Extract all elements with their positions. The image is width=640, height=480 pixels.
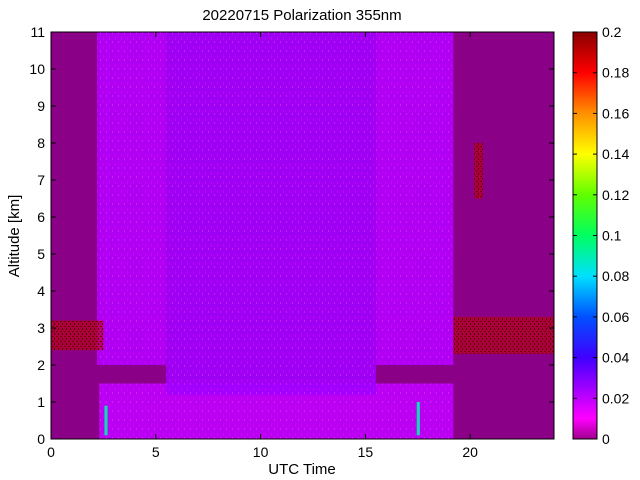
y-tick-label: 7: [37, 172, 45, 188]
colorbar: 0 0.02 0.04 0.06 0.08 0.1 0.12 0.14 0.16 0.18 0.2: [572, 24, 629, 447]
colorbar-tick-label: 0.18: [602, 65, 629, 81]
colorbar-tick-label: 0.12: [602, 187, 629, 203]
y-tick-label: 3: [37, 320, 45, 336]
colorbar-tick-label: 0.08: [602, 268, 629, 284]
x-axis-label: UTC Time: [268, 461, 336, 478]
colorbar-tick-label: 0.2: [602, 24, 622, 40]
y-tick-label: 4: [37, 283, 45, 299]
x-tick-label: 5: [152, 444, 160, 460]
colorbar-tick-label: 0: [602, 431, 610, 447]
x-axis: 0 5 10 15 20: [47, 32, 478, 460]
heatmap-texture: [97, 32, 167, 365]
chart-title: 20220715 Polarization 355nm: [202, 7, 401, 24]
x-tick-label: 0: [47, 444, 55, 460]
colorbar-tick-label: 0.16: [602, 105, 629, 121]
plot-frame: [50, 31, 555, 440]
y-tick-label: 2: [37, 357, 45, 373]
x-tick-label: 15: [358, 444, 374, 460]
x-tick-label: 10: [253, 444, 269, 460]
y-tick-label: 1: [37, 394, 45, 410]
colorbar-tick-label: 0.04: [602, 350, 629, 366]
heatmap-texture: [453, 316, 554, 354]
heatmap-texture: [51, 320, 104, 351]
x-tick-label: 20: [462, 444, 478, 460]
y-tick-label: 8: [37, 135, 45, 151]
y-tick-label: 0: [37, 431, 45, 447]
y-axis: 0 1 2 3 4 5 6 7 8 9 10 11: [29, 24, 554, 447]
y-tick-label: 9: [37, 98, 45, 114]
colorbar-tick-label: 0.1: [602, 228, 622, 244]
y-tick-label: 6: [37, 209, 45, 225]
colorbar-tick-label: 0.02: [602, 390, 629, 406]
plot-area: [50, 31, 555, 440]
heatmap-texture: [474, 143, 483, 199]
heatmap-feature: [104, 405, 108, 436]
y-axis-label: Altitude [km]: [6, 195, 23, 278]
colorbar-tick-label: 0.06: [602, 309, 629, 325]
y-tick-label: 10: [29, 61, 45, 77]
heatmap-texture: [166, 32, 376, 395]
colorbar-tick-label: 0.14: [602, 146, 629, 162]
y-tick-label: 5: [37, 246, 45, 262]
heatmap-texture: [375, 32, 454, 365]
y-tick-label: 11: [30, 24, 45, 40]
heatmap-feature: [416, 402, 420, 436]
